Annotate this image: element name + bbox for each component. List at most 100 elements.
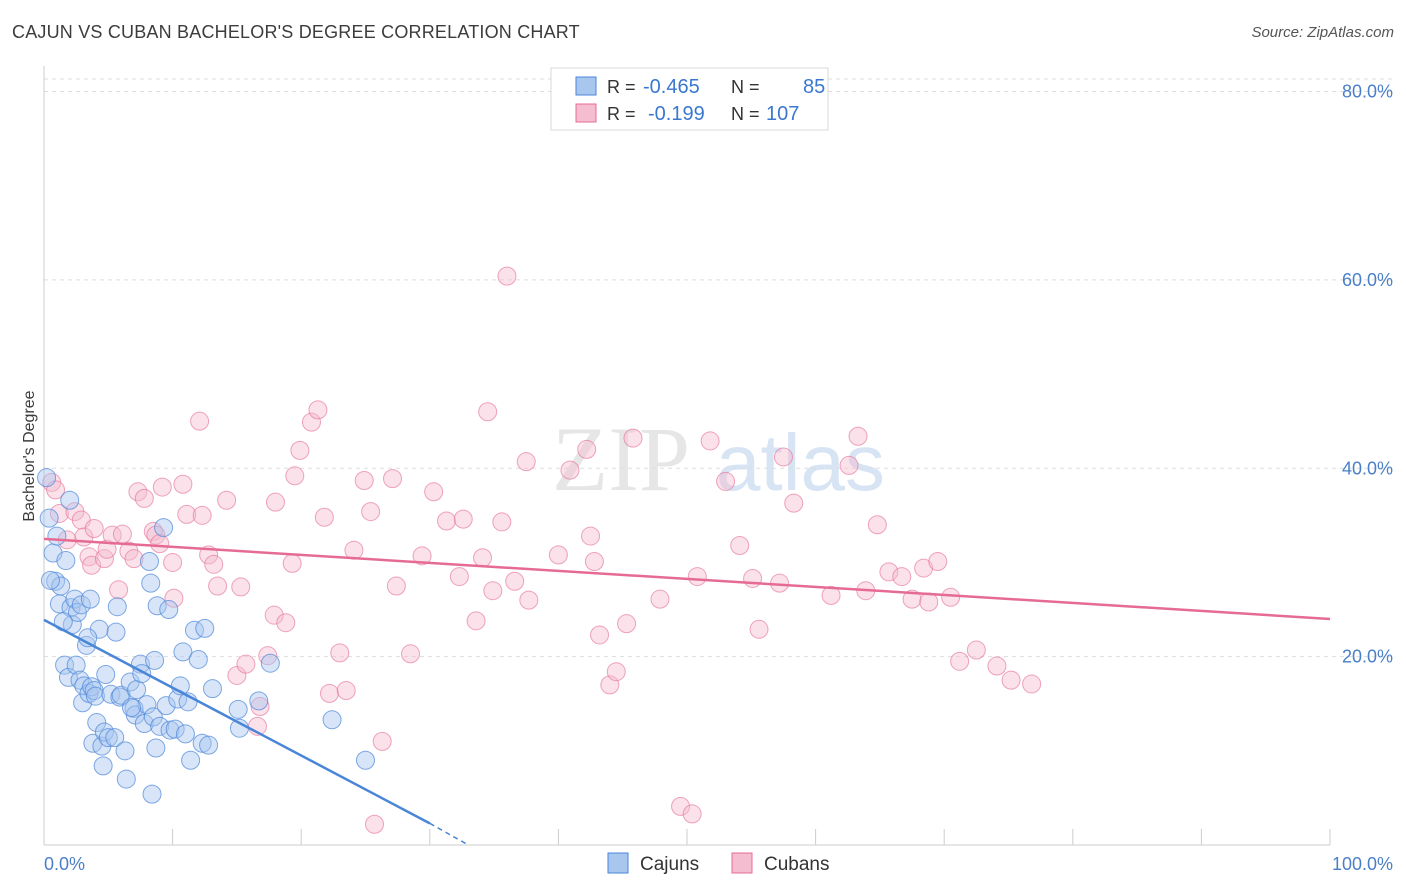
cajun-trend-extension [429,822,469,846]
cajun-point [71,595,91,615]
correlation-legend: R = -0.465 N = 85 R = -0.199 N = 107 [550,67,829,131]
cuban-point [914,558,934,578]
cajun-point [322,710,342,730]
cuban-point [164,588,184,608]
legend-r-cubans: -0.199 [648,103,705,125]
cuban-point [173,474,193,494]
cajun-point [146,738,166,758]
cuban-point [143,521,163,541]
cajun-trend-line [43,618,431,825]
cajun-point [51,576,71,596]
cuban-point [208,576,228,596]
cajun-point [96,665,116,685]
cuban-point [190,411,210,431]
watermark-zip: ZIP [552,408,690,510]
legend-r-label-cubans: R = [607,104,636,124]
cuban-point [950,651,970,671]
cuban-point [282,553,302,573]
cajun-point [165,719,185,739]
source-label: Source: ZipAtlas.com [1251,24,1394,41]
cajun-point [249,691,269,711]
cuban-point [319,683,339,703]
cuban-point [401,644,421,664]
trend-lines [43,537,1331,846]
legend-swatch-cubans [575,103,597,123]
cuban-point [919,592,939,612]
cuban-point [231,577,251,597]
cajun-point [173,642,193,662]
cuban-point [581,526,601,546]
cajun-point [37,468,57,488]
cuban-point [879,562,899,582]
cuban-point [134,488,154,508]
cuban-point [386,576,406,596]
cuban-point [749,619,769,639]
cajun-point [85,686,105,706]
series-legend-cubans: Cubans [764,854,830,875]
cajun-point [105,728,125,748]
cuban-point [892,567,912,587]
cuban-point [276,613,296,633]
cajun-point [40,570,60,590]
legend-n-cubans: 107 [766,103,799,125]
cuban-point [449,567,469,587]
cuban-point [308,400,328,420]
gridlines [44,78,1393,658]
cuban-point [314,507,334,527]
cajun-point [156,696,176,716]
cuban-point [250,697,270,717]
cuban-point [584,551,604,571]
cajun-point [58,667,78,687]
cuban-point [941,587,961,607]
cuban-point [1001,670,1021,690]
watermark-atlas: atlas [716,418,885,507]
cajun-point [70,670,90,690]
cuban-trend-line [43,537,1331,621]
cuban-point [437,511,457,531]
y-axis-label: Bachelor's Degree [21,390,38,521]
cuban-point [453,509,473,529]
cuban-point [560,460,580,480]
x-tick-label: 0.0% [44,854,85,874]
cuban-point [258,646,278,666]
cuban-point [519,590,539,610]
legend-n-cajuns: 85 [803,76,825,98]
cajun-point [202,679,222,699]
cajun-point [56,551,76,571]
cuban-point [177,504,197,524]
cuban-point [867,515,887,535]
cuban-point [682,804,702,824]
cuban-point [928,551,948,571]
cuban-point [821,585,841,605]
cajun-point [115,741,135,761]
cuban-point [590,625,610,645]
cajun-point [47,526,67,546]
cuban-point [344,540,364,560]
cuban-point [124,549,144,569]
cuban-point [505,571,525,591]
legend-r-cajuns: -0.465 [643,76,700,98]
cajun-point [181,750,201,770]
y-tick-label: 60.0% [1342,270,1393,290]
cuban-point [97,539,117,559]
cajun-point [55,655,75,675]
cajun-point [192,733,212,753]
cajun-point [141,573,161,593]
cuban-point [361,502,381,522]
cuban-point [1022,674,1042,694]
cuban-point [773,447,793,467]
cajun-point [154,518,174,538]
cajun-point [139,551,159,571]
legend-swatch-cajuns [575,76,597,96]
cuban-point [473,548,493,568]
cuban-point [112,524,132,544]
cuban-point [483,581,503,601]
series-legend-cajuns: Cajuns [640,854,699,875]
cajun-point [260,653,280,673]
cajun-point [94,722,114,742]
cuban-point [987,656,1007,676]
x-tick-label: 100.0% [1332,854,1393,874]
axes [43,66,1331,846]
cajun-point [107,597,127,617]
cuban-point [150,534,170,554]
